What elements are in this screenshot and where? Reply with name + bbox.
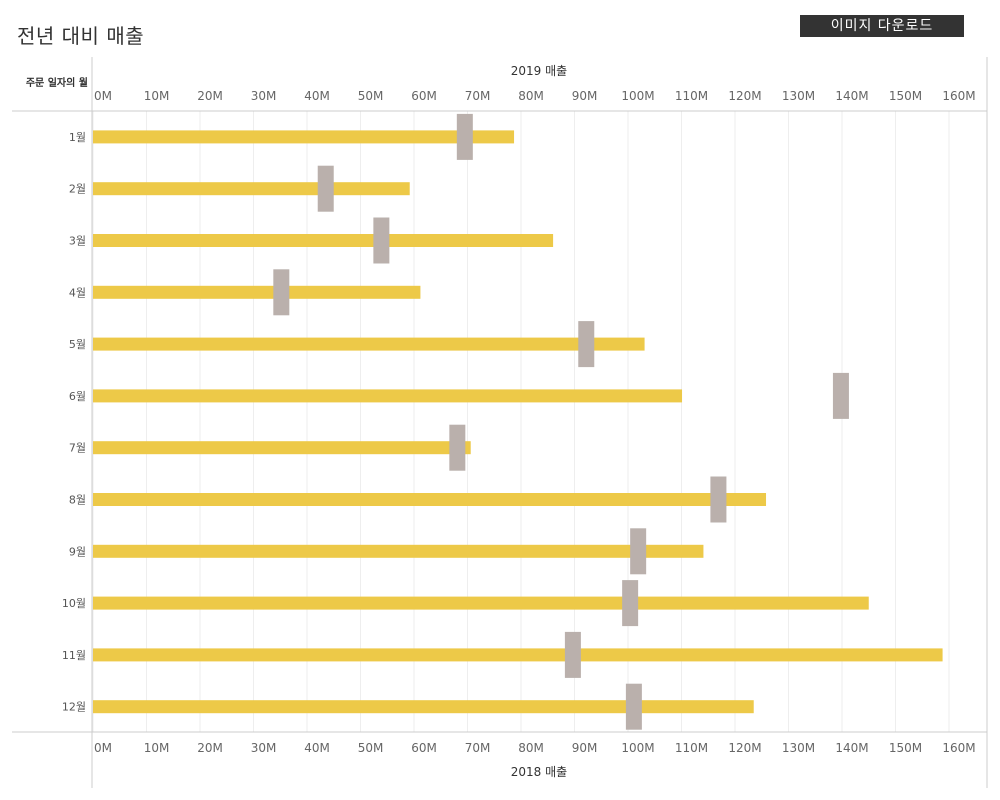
bar-2019-sales[interactable] bbox=[93, 389, 683, 403]
bottom-axis-title: 2018 매출 bbox=[511, 765, 567, 779]
top-tick-label: 160M bbox=[942, 89, 975, 103]
marker-2018-sales[interactable] bbox=[832, 372, 849, 419]
bottom-tick-label: 10M bbox=[144, 741, 170, 755]
bar-2019-sales[interactable] bbox=[93, 234, 554, 247]
bottom-tick-label: 50M bbox=[358, 741, 384, 755]
top-tick-label: 50M bbox=[358, 89, 384, 103]
bar-2019-sales[interactable] bbox=[93, 648, 943, 662]
top-tick-label: 70M bbox=[465, 89, 491, 103]
page-title: 전년 대비 매출 bbox=[17, 24, 145, 48]
marker-2018-sales[interactable] bbox=[622, 580, 639, 627]
bar-2019-sales[interactable] bbox=[93, 130, 515, 144]
marker-2018-sales[interactable] bbox=[578, 321, 595, 368]
top-tick-label: 0M bbox=[94, 89, 112, 103]
top-axis-title: 2019 매출 bbox=[511, 64, 567, 78]
top-tick-label: 60M bbox=[411, 89, 437, 103]
bottom-tick-label: 40M bbox=[304, 741, 330, 755]
marker-2018-sales[interactable] bbox=[456, 113, 473, 160]
row-header-label: 주문 일자의 월 bbox=[25, 78, 88, 89]
month-label: 8월 bbox=[69, 494, 86, 507]
bar-2019-sales[interactable] bbox=[93, 441, 471, 455]
month-label: 1월 bbox=[69, 131, 86, 144]
bottom-tick-label: 120M bbox=[728, 741, 761, 755]
marker-2018-sales[interactable] bbox=[317, 165, 334, 212]
top-tick-label: 10M bbox=[144, 89, 170, 103]
bottom-tick-label: 0M bbox=[94, 741, 112, 755]
month-label: 11월 bbox=[62, 649, 86, 662]
month-label: 5월 bbox=[69, 338, 86, 351]
bottom-tick-label: 90M bbox=[572, 741, 598, 755]
month-label: 9월 bbox=[69, 545, 86, 558]
marker-2018-sales[interactable] bbox=[449, 424, 466, 471]
top-tick-label: 110M bbox=[675, 89, 708, 103]
bottom-tick-label: 100M bbox=[621, 741, 654, 755]
bar-2019-sales[interactable] bbox=[93, 596, 869, 610]
marker-2018-sales[interactable] bbox=[625, 683, 642, 730]
top-tick-label: 30M bbox=[251, 89, 277, 103]
bottom-tick-label: 160M bbox=[942, 741, 975, 755]
marker-2018-sales[interactable] bbox=[273, 269, 290, 316]
bar-2019-sales[interactable] bbox=[93, 285, 421, 299]
bar-2019-sales[interactable] bbox=[93, 700, 754, 714]
month-label: 12월 bbox=[62, 701, 86, 714]
bottom-tick-label: 150M bbox=[889, 741, 922, 755]
month-label: 7월 bbox=[69, 442, 86, 455]
bar-2019-sales[interactable] bbox=[93, 337, 645, 351]
marker-2018-sales[interactable] bbox=[564, 631, 581, 678]
bottom-tick-label: 70M bbox=[465, 741, 491, 755]
top-tick-label: 100M bbox=[621, 89, 654, 103]
top-tick-label: 20M bbox=[197, 89, 223, 103]
top-tick-label: 90M bbox=[572, 89, 598, 103]
month-label: 10월 bbox=[62, 597, 86, 610]
top-tick-label: 130M bbox=[782, 89, 815, 103]
top-tick-label: 150M bbox=[889, 89, 922, 103]
bottom-tick-label: 20M bbox=[197, 741, 223, 755]
top-tick-label: 140M bbox=[835, 89, 868, 103]
month-label: 4월 bbox=[69, 286, 86, 299]
download-image-button[interactable]: 이미지 다운로드 bbox=[800, 15, 964, 37]
marker-2018-sales[interactable] bbox=[373, 217, 390, 264]
bar-2019-sales[interactable] bbox=[93, 182, 410, 196]
top-tick-label: 120M bbox=[728, 89, 761, 103]
month-label: 3월 bbox=[69, 235, 86, 248]
bar-2019-sales[interactable] bbox=[93, 493, 767, 506]
bar-2019-sales[interactable] bbox=[93, 544, 704, 558]
marker-2018-sales[interactable] bbox=[710, 476, 727, 523]
bottom-tick-label: 60M bbox=[411, 741, 437, 755]
bottom-tick-label: 30M bbox=[251, 741, 277, 755]
top-tick-label: 80M bbox=[518, 89, 544, 103]
bottom-tick-label: 130M bbox=[782, 741, 815, 755]
top-tick-label: 40M bbox=[304, 89, 330, 103]
marker-2018-sales[interactable] bbox=[630, 528, 647, 575]
bottom-tick-label: 110M bbox=[675, 741, 708, 755]
month-label: 2월 bbox=[69, 183, 86, 196]
bottom-tick-label: 80M bbox=[518, 741, 544, 755]
month-label: 6월 bbox=[69, 390, 86, 403]
bottom-tick-label: 140M bbox=[835, 741, 868, 755]
